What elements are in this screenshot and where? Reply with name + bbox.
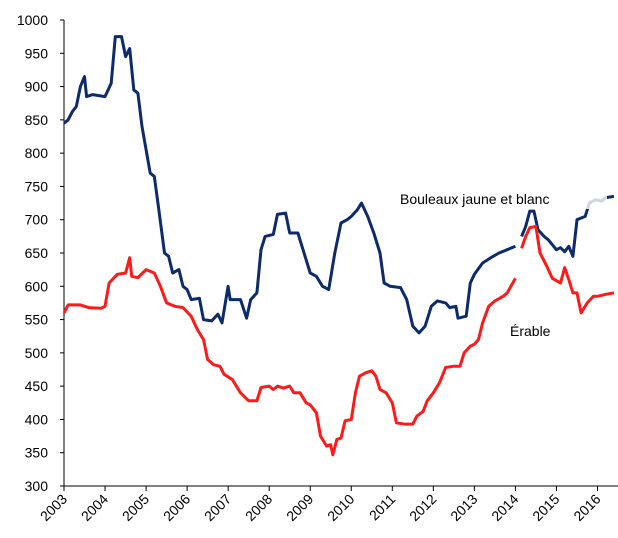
x-tick-label: 2005 [119,491,152,524]
y-tick-label: 950 [25,45,49,61]
x-tick-label: 2016 [570,491,603,524]
series-label: Bouleaux jaune et blanc [400,191,549,207]
x-tick-label: 2012 [406,491,439,524]
y-tick-label: 650 [25,245,49,261]
x-tick-label: 2011 [366,491,399,524]
x-tick-label: 2014 [488,491,521,524]
y-tick-label: 400 [25,411,49,427]
x-tick-label: 2004 [78,491,111,524]
series-line [62,224,615,457]
x-tick-label: 2010 [324,491,357,524]
y-tick-label: 450 [25,378,49,394]
x-tick-label: 2008 [242,491,275,524]
y-tick-label: 500 [25,345,49,361]
x-tick-label: 2013 [447,491,480,524]
x-tick-label: 2009 [283,491,316,524]
x-tick-label: 2003 [37,491,70,524]
y-tick-label: 350 [25,445,49,461]
y-tick-label: 750 [25,178,49,194]
x-tick-label: 2015 [529,491,562,524]
y-tick-label: 850 [25,112,49,128]
series-label: Érable [510,323,551,339]
label-background [397,189,607,209]
y-tick-label: 600 [25,278,49,294]
y-tick-label: 550 [25,312,49,328]
y-tick-label: 700 [25,212,49,228]
label-background [507,321,557,341]
series-line [63,35,615,335]
x-tick-label: 2007 [201,491,234,524]
y-tick-label: 900 [25,79,49,95]
y-tick-label: 300 [25,478,49,494]
x-tick-label: 2006 [160,491,193,524]
y-tick-label: 800 [25,145,49,161]
y-tick-label: 1000 [17,12,48,28]
